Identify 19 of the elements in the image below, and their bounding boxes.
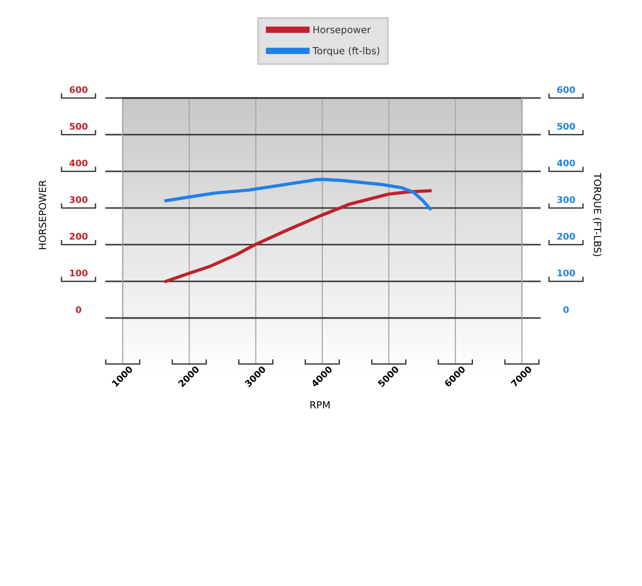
y-tick-label: 500 <box>70 122 88 130</box>
y-tick-label: 400 <box>70 160 88 166</box>
y-tick-label: 300 <box>70 196 88 204</box>
y-tick-label: 200 <box>70 232 88 240</box>
y2-tick-label: 200 <box>557 232 576 240</box>
legend-label: Horsepower <box>314 26 371 36</box>
y-tick-label: 600 <box>70 86 88 94</box>
y2-tick-label: 300 <box>557 196 576 204</box>
y2-tick-label: 400 <box>557 160 576 166</box>
x-axis-title: RPM <box>310 401 330 408</box>
y2-tick-label: 0 <box>563 306 569 314</box>
y2-tick-label: 500 <box>557 122 576 130</box>
y2-axis-title: TORQUE (FT-LBS) <box>592 172 602 256</box>
legend-label: Torque (ft-lbs) <box>312 46 380 56</box>
y-tick-label: 0 <box>76 306 82 314</box>
y-tick-label: 100 <box>70 270 88 276</box>
y2-tick-label: 100 <box>558 270 576 276</box>
y2-tick-label: 600 <box>557 86 576 94</box>
y-axis-title: HORSEPOWER <box>38 180 46 250</box>
